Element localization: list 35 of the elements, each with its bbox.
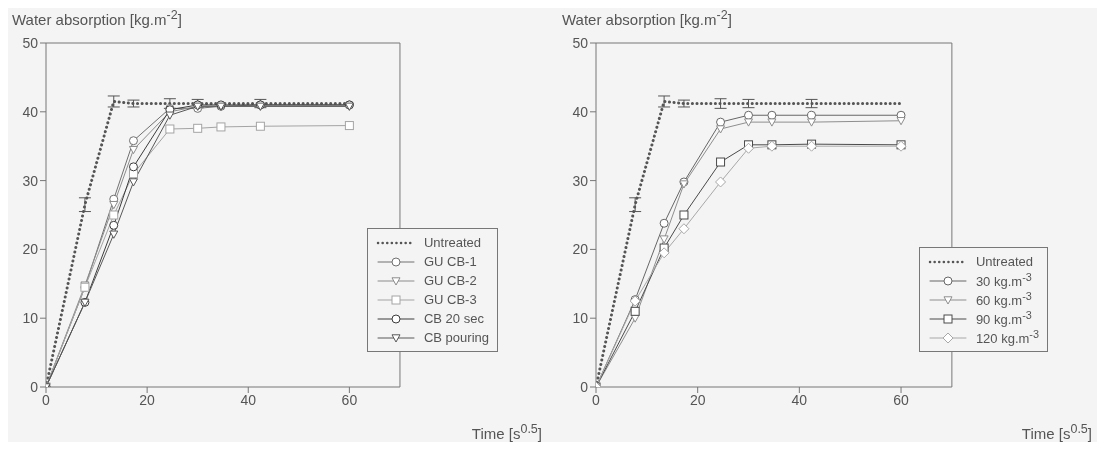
x-tick-label: 20 [139,391,156,408]
y-tick-label: 0 [580,378,589,395]
y-tick-label: 50 [22,34,39,51]
x-tick-label: 0 [42,391,51,408]
y-tick-label: 20 [572,241,589,258]
legend-label: 120 kg.m$^{-3}$ [975,328,1039,347]
legend-label: Untreated [423,235,482,250]
x-axis-title: Time [s$^{0.5}$] [471,422,542,442]
x-tick-label: 40 [240,391,257,408]
y-tick-label: 20 [22,241,39,258]
legend-label: GU CB-2 [423,273,477,288]
x-tick-label: 60 [893,391,910,408]
y-axis-title: Water absorption [kg.m$^{-2}$] [562,8,732,28]
legend-label: GU CB-1 [423,254,477,269]
y-tick-label: 10 [572,310,589,327]
y-tick-label: 50 [572,34,589,51]
y-tick-label: 40 [22,103,39,120]
y-tick-label: 30 [22,172,39,189]
y-tick-label: 40 [572,103,589,120]
x-tick-label: 60 [341,391,358,408]
legend-label: 30 kg.m$^{-3}$ [975,271,1032,290]
legend-label: 90 kg.m$^{-3}$ [975,309,1032,328]
legend-label: 60 kg.m$^{-3}$ [975,290,1032,309]
x-tick-label: 0 [592,391,601,408]
legend-label: CB 20 sec [423,311,484,326]
x-tick-label: 20 [689,391,706,408]
legend-label: CB pouring [423,330,489,345]
y-tick-label: 30 [572,172,589,189]
y-tick-label: 0 [30,378,39,395]
y-tick-label: 10 [22,310,39,327]
y-axis-title: Water absorption [kg.m$^{-2}$] [12,8,182,28]
x-axis-title: Time [s$^{0.5}$] [1021,422,1092,442]
x-tick-label: 40 [791,391,808,408]
legend-label: GU CB-3 [423,292,477,307]
legend-label: Untreated [975,254,1033,269]
